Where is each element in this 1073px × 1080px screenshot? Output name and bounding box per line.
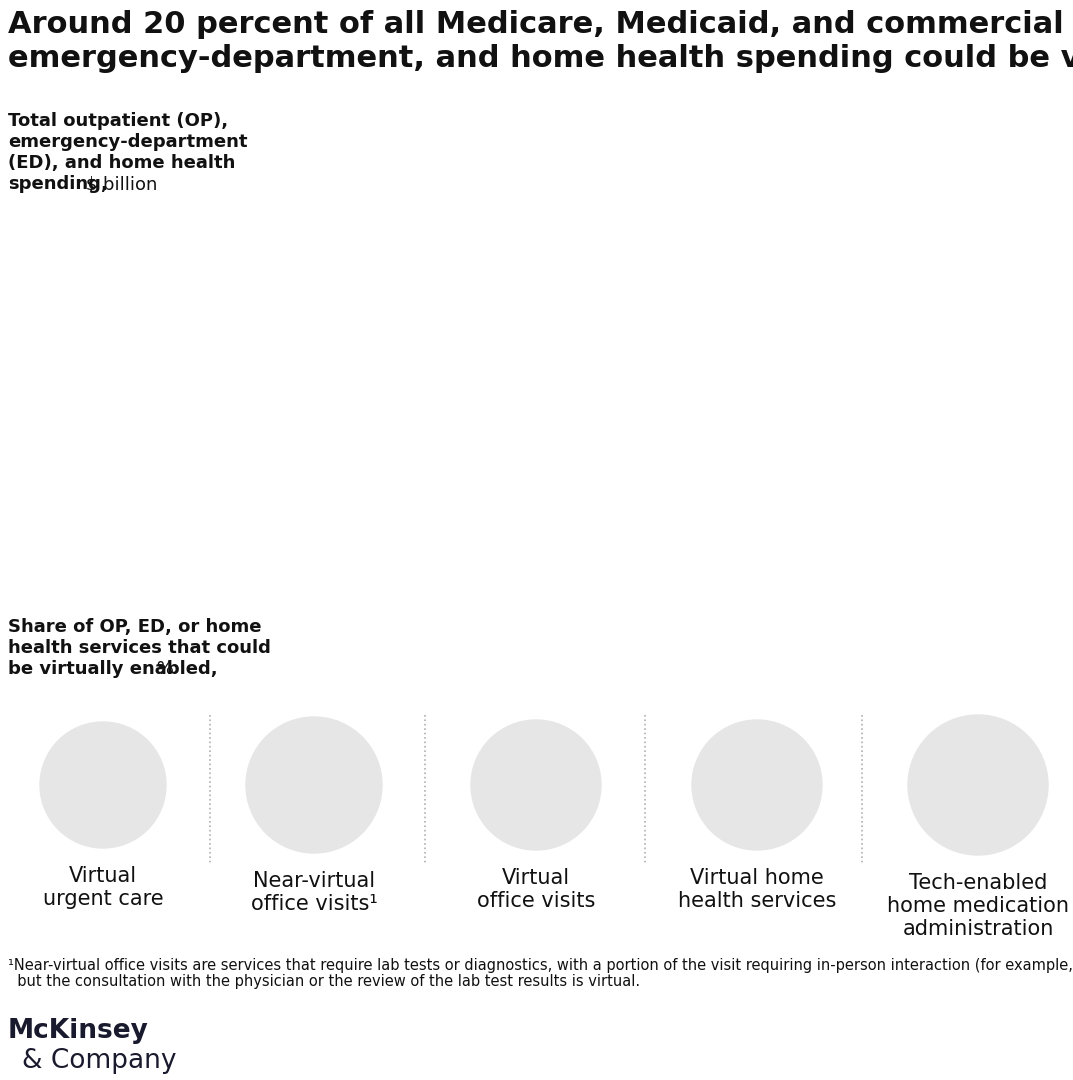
Text: $ billion: $ billion <box>80 175 158 193</box>
Circle shape <box>908 715 1048 855</box>
Text: Share of OP, ED, or home: Share of OP, ED, or home <box>8 618 262 636</box>
Text: Virtual
urgent care: Virtual urgent care <box>43 866 163 909</box>
Text: Virtual home
health services: Virtual home health services <box>678 868 836 912</box>
Text: (ED), and home health: (ED), and home health <box>8 154 235 172</box>
Text: Near-virtual
office visits¹: Near-virtual office visits¹ <box>251 870 378 914</box>
Circle shape <box>692 720 822 850</box>
Text: Virtual
office visits: Virtual office visits <box>476 868 596 912</box>
Text: emergency-department: emergency-department <box>8 133 248 151</box>
Text: but the consultation with the physician or the review of the lab test results is: but the consultation with the physician … <box>8 974 641 989</box>
Text: McKinsey: McKinsey <box>8 1018 149 1044</box>
Circle shape <box>471 720 601 850</box>
Text: ¹Near-virtual office visits are services that require lab tests or diagnostics, : ¹Near-virtual office visits are services… <box>8 958 1073 973</box>
Text: Total outpatient (OP),: Total outpatient (OP), <box>8 112 229 130</box>
Text: health services that could: health services that could <box>8 639 270 657</box>
Text: Around 20 percent of all Medicare, Medicaid, and commercial outpatient,: Around 20 percent of all Medicare, Medic… <box>8 10 1073 39</box>
Circle shape <box>246 717 382 853</box>
Text: be virtually enabled,: be virtually enabled, <box>8 660 218 678</box>
Text: & Company: & Company <box>23 1048 176 1074</box>
Text: emergency-department, and home health spending could be virtually enabled.: emergency-department, and home health sp… <box>8 44 1073 73</box>
Text: %: % <box>151 660 174 678</box>
Text: spending,: spending, <box>8 175 107 193</box>
Text: Tech-enabled
home medication
administration: Tech-enabled home medication administrat… <box>887 873 1069 940</box>
Circle shape <box>40 723 166 848</box>
